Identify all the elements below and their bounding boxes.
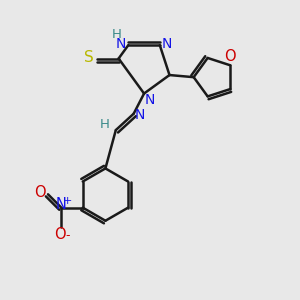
Text: N: N [162,37,172,51]
Text: +: + [63,196,73,206]
Text: O: O [54,227,66,242]
Text: N: N [56,197,67,212]
Text: O: O [34,185,46,200]
Text: N: N [135,108,146,122]
Text: S: S [84,50,94,65]
Text: H: H [112,28,122,41]
Text: N: N [116,37,126,51]
Text: -: - [65,230,70,242]
Text: O: O [224,50,236,64]
Text: H: H [100,118,110,131]
Text: N: N [144,93,154,107]
